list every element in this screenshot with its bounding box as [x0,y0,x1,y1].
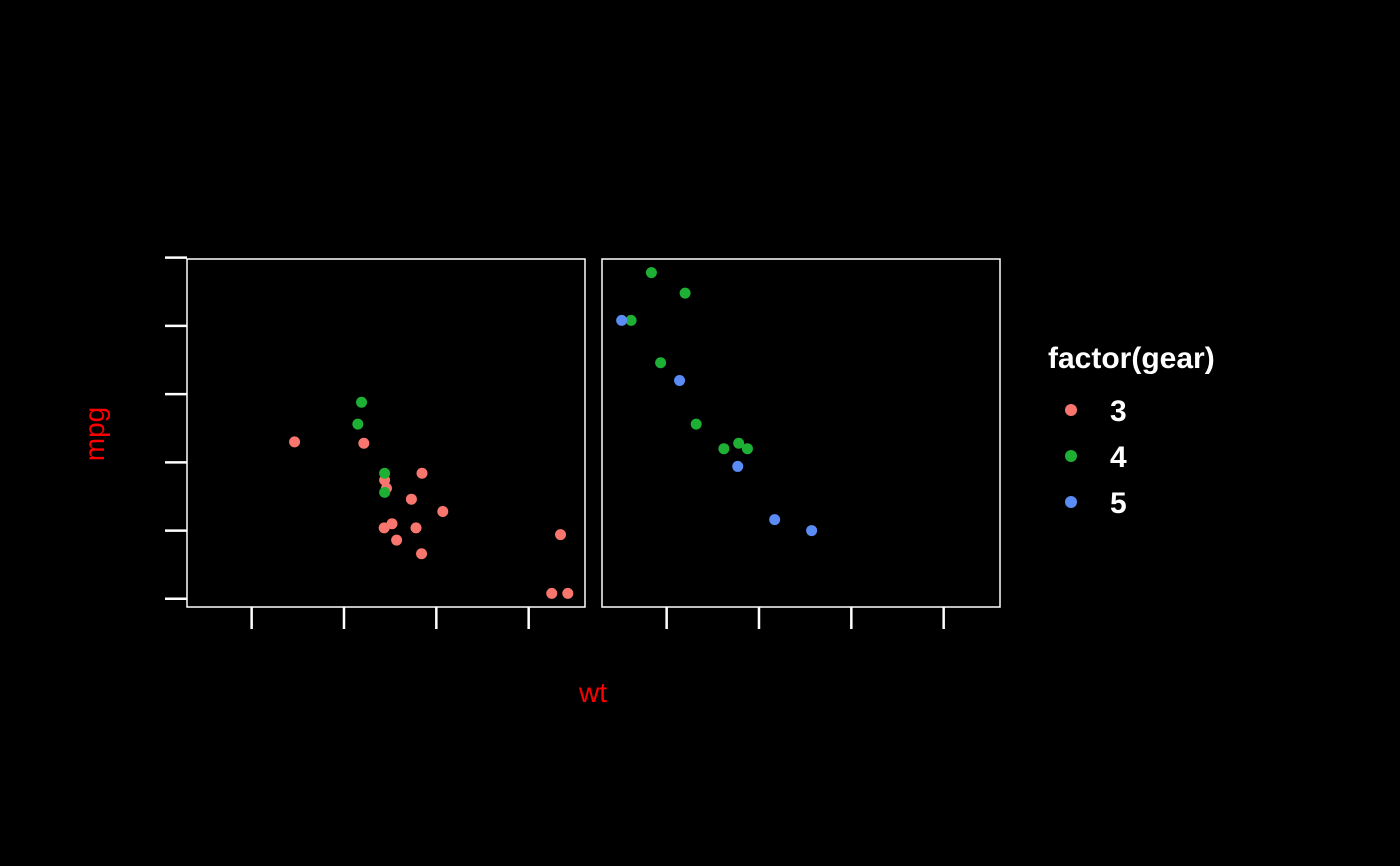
legend-key-gear-5 [1065,496,1077,508]
data-point-left-1 [358,437,370,449]
legend-label-gear-4: 4 [1110,441,1127,474]
data-point-left-8 [546,587,558,599]
data-point-right-10 [769,514,781,526]
axes-layer [165,256,945,629]
legend-label-gear-3: 3 [1110,395,1127,428]
data-point-right-9 [616,314,628,326]
data-point-left-18 [379,486,391,498]
data-point-left-15 [356,396,368,408]
data-point-right-2 [690,418,702,430]
legend-label-gear-5: 5 [1110,487,1127,520]
data-point-left-16 [352,418,364,430]
legend-key-gear-3 [1065,404,1077,416]
panel-frame-right [601,258,1001,608]
data-point-left-5 [437,505,449,517]
points-layer [289,267,818,599]
data-point-left-7 [410,522,422,534]
data-point-right-11 [732,460,744,472]
data-point-left-6 [405,493,417,505]
legend: factor(gear) 3 4 5 [1048,342,1215,520]
data-point-right-6 [655,357,667,369]
data-point-left-14 [416,467,428,479]
data-point-left-10 [555,529,567,541]
data-point-right-4 [625,314,637,326]
data-point-right-7 [733,437,745,449]
y-axis-title: mpg [79,407,110,461]
data-point-right-5 [645,267,657,279]
legend-title: factor(gear) [1048,342,1215,375]
data-point-left-0 [289,436,301,448]
data-point-right-1 [741,443,753,455]
panel-frame-left [186,258,586,608]
data-point-right-3 [679,287,691,299]
data-point-left-13 [416,548,428,560]
data-point-left-12 [378,522,390,534]
x-axis-title: wt [578,677,607,708]
data-point-right-0 [718,443,730,455]
data-point-left-4 [391,534,403,546]
data-point-right-8 [674,374,686,386]
data-point-right-12 [806,525,818,537]
data-point-left-9 [562,587,574,599]
data-point-left-17 [379,467,391,479]
legend-key-gear-4 [1065,450,1077,462]
panels-layer [186,258,1001,608]
